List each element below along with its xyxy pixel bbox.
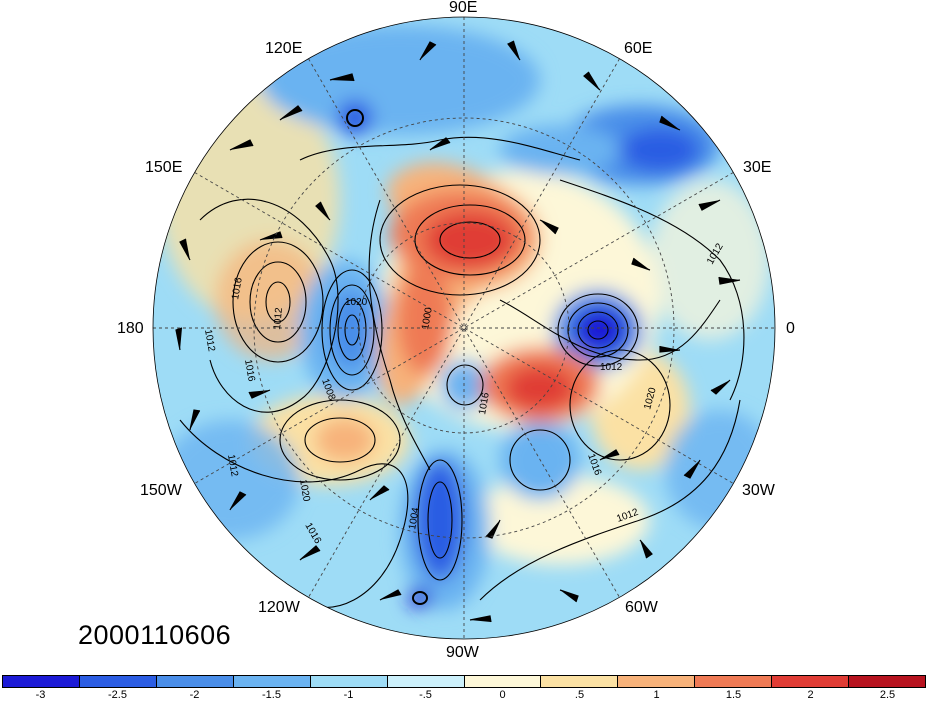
colorbar-tick-label: -3: [35, 689, 46, 701]
date-time-stamp: 2000110606: [78, 620, 232, 650]
longitude-label-120w: 120W: [258, 599, 300, 616]
colorbar-tick-label: -2: [189, 689, 200, 701]
contour-label: 1012: [202, 329, 217, 353]
longitude-label-0: 0: [786, 320, 795, 337]
colorbar-tick-label: .5: [574, 689, 585, 701]
longitude-label-30w: 30W: [742, 482, 775, 499]
colorbar-segment: [156, 676, 234, 687]
contour-label: 1000: [420, 306, 435, 330]
graticule: [153, 17, 775, 639]
colorbar-tick-label: 2: [807, 689, 814, 701]
contour-label: 1020: [297, 479, 312, 503]
colorbar-tick-label: -.5: [419, 689, 432, 701]
contour-label: 1016: [230, 276, 245, 300]
longitude-label-60e: 60E: [624, 40, 653, 57]
colorbar-tick-label: 1.5: [725, 689, 742, 701]
longitude-label-90w: 90W: [446, 644, 479, 661]
colorbar-tick-label: -2.5: [108, 689, 127, 701]
colorbar-segment: [541, 676, 619, 687]
longitude-label-30e: 30E: [743, 159, 772, 176]
colorbar-segment: [695, 676, 773, 687]
colorbar: [2, 675, 926, 688]
contour-label: 1016: [477, 391, 492, 415]
colorbar-segment: [849, 676, 926, 687]
contour-label: 1012: [225, 454, 240, 478]
longitude-label-150w: 150W: [140, 482, 182, 499]
colorbar-tick-label: -1: [343, 689, 354, 701]
colorbar-segment: [464, 676, 542, 687]
colorbar-segment: [772, 676, 850, 687]
contour-label: 1004: [407, 506, 422, 530]
colorbar-segment: [79, 676, 157, 687]
contour-label: 1016: [242, 359, 257, 383]
longitude-label-90e: 90E: [449, 0, 478, 16]
contour-label: 1012: [600, 362, 623, 373]
colorbar-tick-label: 0: [499, 689, 506, 701]
colorbar-segment: [233, 676, 311, 687]
wind-barbs: [175, 40, 741, 623]
colorbar-segment: [310, 676, 388, 687]
colorbar-tick-label: 1: [653, 689, 660, 701]
colorbar-segment: [618, 676, 696, 687]
longitude-label-150e: 150E: [145, 159, 183, 176]
colorbar-segment: [3, 676, 80, 687]
longitude-label-120e: 120E: [265, 40, 303, 57]
colorbar-tick-label: 2.5: [879, 689, 896, 701]
longitude-label-60w: 60W: [625, 599, 658, 616]
map-boundary: [152, 16, 776, 640]
isobar-contours: [179, 109, 745, 609]
contour-label: 1012: [272, 307, 285, 331]
colorbar-tick-label: -1.5: [262, 689, 281, 701]
contour-label: 1020: [345, 297, 368, 308]
longitude-label-180: 180: [117, 320, 144, 337]
colorbar-segment: [387, 676, 465, 687]
